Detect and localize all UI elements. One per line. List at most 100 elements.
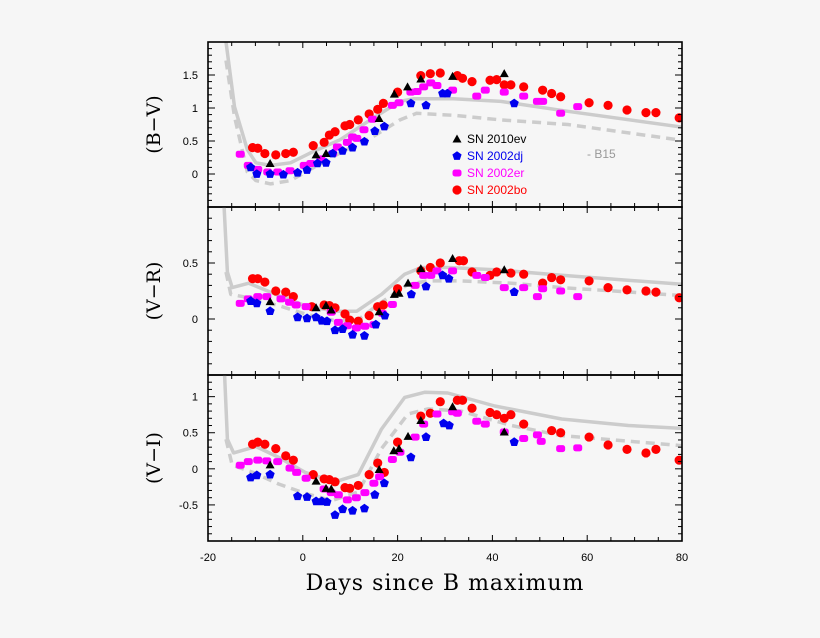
data-point xyxy=(499,80,509,90)
data-point xyxy=(322,497,332,506)
data-point xyxy=(403,82,413,91)
data-point xyxy=(480,420,490,428)
data-point xyxy=(506,80,516,90)
data-point xyxy=(651,444,661,454)
data-point xyxy=(499,69,509,78)
data-point xyxy=(472,271,482,279)
data-point xyxy=(281,148,291,159)
data-point xyxy=(253,437,263,447)
data-point xyxy=(538,97,548,105)
series-sn-2010ev xyxy=(265,69,509,167)
x-tick-label: 60 xyxy=(581,552,593,564)
data-point xyxy=(348,505,358,515)
data-point xyxy=(265,297,275,306)
data-point xyxy=(403,278,413,287)
data-point xyxy=(406,98,416,108)
data-point xyxy=(293,312,303,322)
data-point xyxy=(302,492,312,501)
data-point xyxy=(378,98,388,108)
data-point xyxy=(271,150,281,160)
data-point xyxy=(421,100,431,110)
data-point xyxy=(353,480,363,491)
panel-0: 0 0.5 1 1.5 (B−V) xyxy=(143,41,683,208)
data-point xyxy=(406,452,416,462)
data-point xyxy=(435,397,445,407)
data-point xyxy=(432,82,442,90)
data-point xyxy=(345,483,355,493)
data-point xyxy=(573,103,583,111)
model-line-solid xyxy=(222,375,682,484)
data-point xyxy=(556,275,566,285)
data-point xyxy=(394,444,404,453)
data-point xyxy=(448,267,458,275)
x-tick-label: 0 xyxy=(300,552,306,564)
series-sn-2002er xyxy=(235,79,583,176)
data-point xyxy=(448,71,458,80)
data-point xyxy=(285,167,295,175)
data-point xyxy=(351,324,361,332)
data-point xyxy=(509,98,519,108)
y-tick-label: 0.5 xyxy=(183,136,198,148)
data-point xyxy=(435,68,445,78)
data-point xyxy=(519,92,529,100)
data-point xyxy=(556,92,566,102)
data-point xyxy=(281,451,291,461)
data-point xyxy=(379,478,389,488)
data-point xyxy=(425,69,435,79)
data-point xyxy=(369,479,379,487)
data-point xyxy=(359,126,369,134)
data-point xyxy=(467,403,477,413)
x-tick-label: 20 xyxy=(391,552,403,564)
data-point xyxy=(485,75,495,85)
data-point xyxy=(301,303,311,311)
data-point xyxy=(273,458,283,466)
data-point xyxy=(674,293,682,303)
y-tick-label: 0 xyxy=(192,464,198,476)
data-point xyxy=(235,299,245,307)
data-point xyxy=(262,293,272,301)
data-point xyxy=(584,432,594,442)
series-sn-2002er xyxy=(235,267,583,332)
data-point xyxy=(370,126,380,135)
data-point xyxy=(403,431,413,440)
data-point xyxy=(480,274,490,282)
data-point xyxy=(311,303,321,312)
panel-1: 0 0.5 (V−R) xyxy=(143,206,683,376)
data-point xyxy=(603,440,613,450)
data-point xyxy=(352,134,362,142)
data-point xyxy=(285,464,295,472)
data-point xyxy=(321,149,331,158)
legend-label: SN 2010ev xyxy=(467,132,526,146)
data-point xyxy=(573,293,583,301)
data-point xyxy=(419,271,429,279)
data-point xyxy=(387,455,397,463)
data-point xyxy=(265,158,275,167)
data-point xyxy=(519,284,529,292)
data-point xyxy=(444,273,454,283)
data-point xyxy=(421,281,431,291)
y-axis-label: (V−I) xyxy=(143,432,165,484)
legend-label: SN 2002er xyxy=(467,166,524,180)
data-point xyxy=(472,92,482,100)
data-point xyxy=(538,285,548,293)
data-point xyxy=(444,420,454,430)
y-tick-label: -0.5 xyxy=(179,500,198,512)
data-point xyxy=(345,119,355,130)
data-point xyxy=(387,300,397,308)
data-point xyxy=(246,162,256,172)
data-point xyxy=(321,158,331,167)
data-point xyxy=(426,271,436,279)
data-point xyxy=(338,504,348,514)
data-point xyxy=(458,256,469,266)
data-point xyxy=(416,74,426,83)
data-point xyxy=(333,318,343,326)
data-point xyxy=(499,265,509,274)
data-point xyxy=(292,468,302,476)
legend-marker-pentagon xyxy=(452,151,462,160)
y-tick-label: 1.5 xyxy=(183,70,198,82)
data-point xyxy=(651,287,661,297)
data-point xyxy=(306,159,316,167)
legend-label: SN 2002bo xyxy=(467,183,527,197)
data-point xyxy=(374,307,384,316)
data-point xyxy=(348,142,358,152)
